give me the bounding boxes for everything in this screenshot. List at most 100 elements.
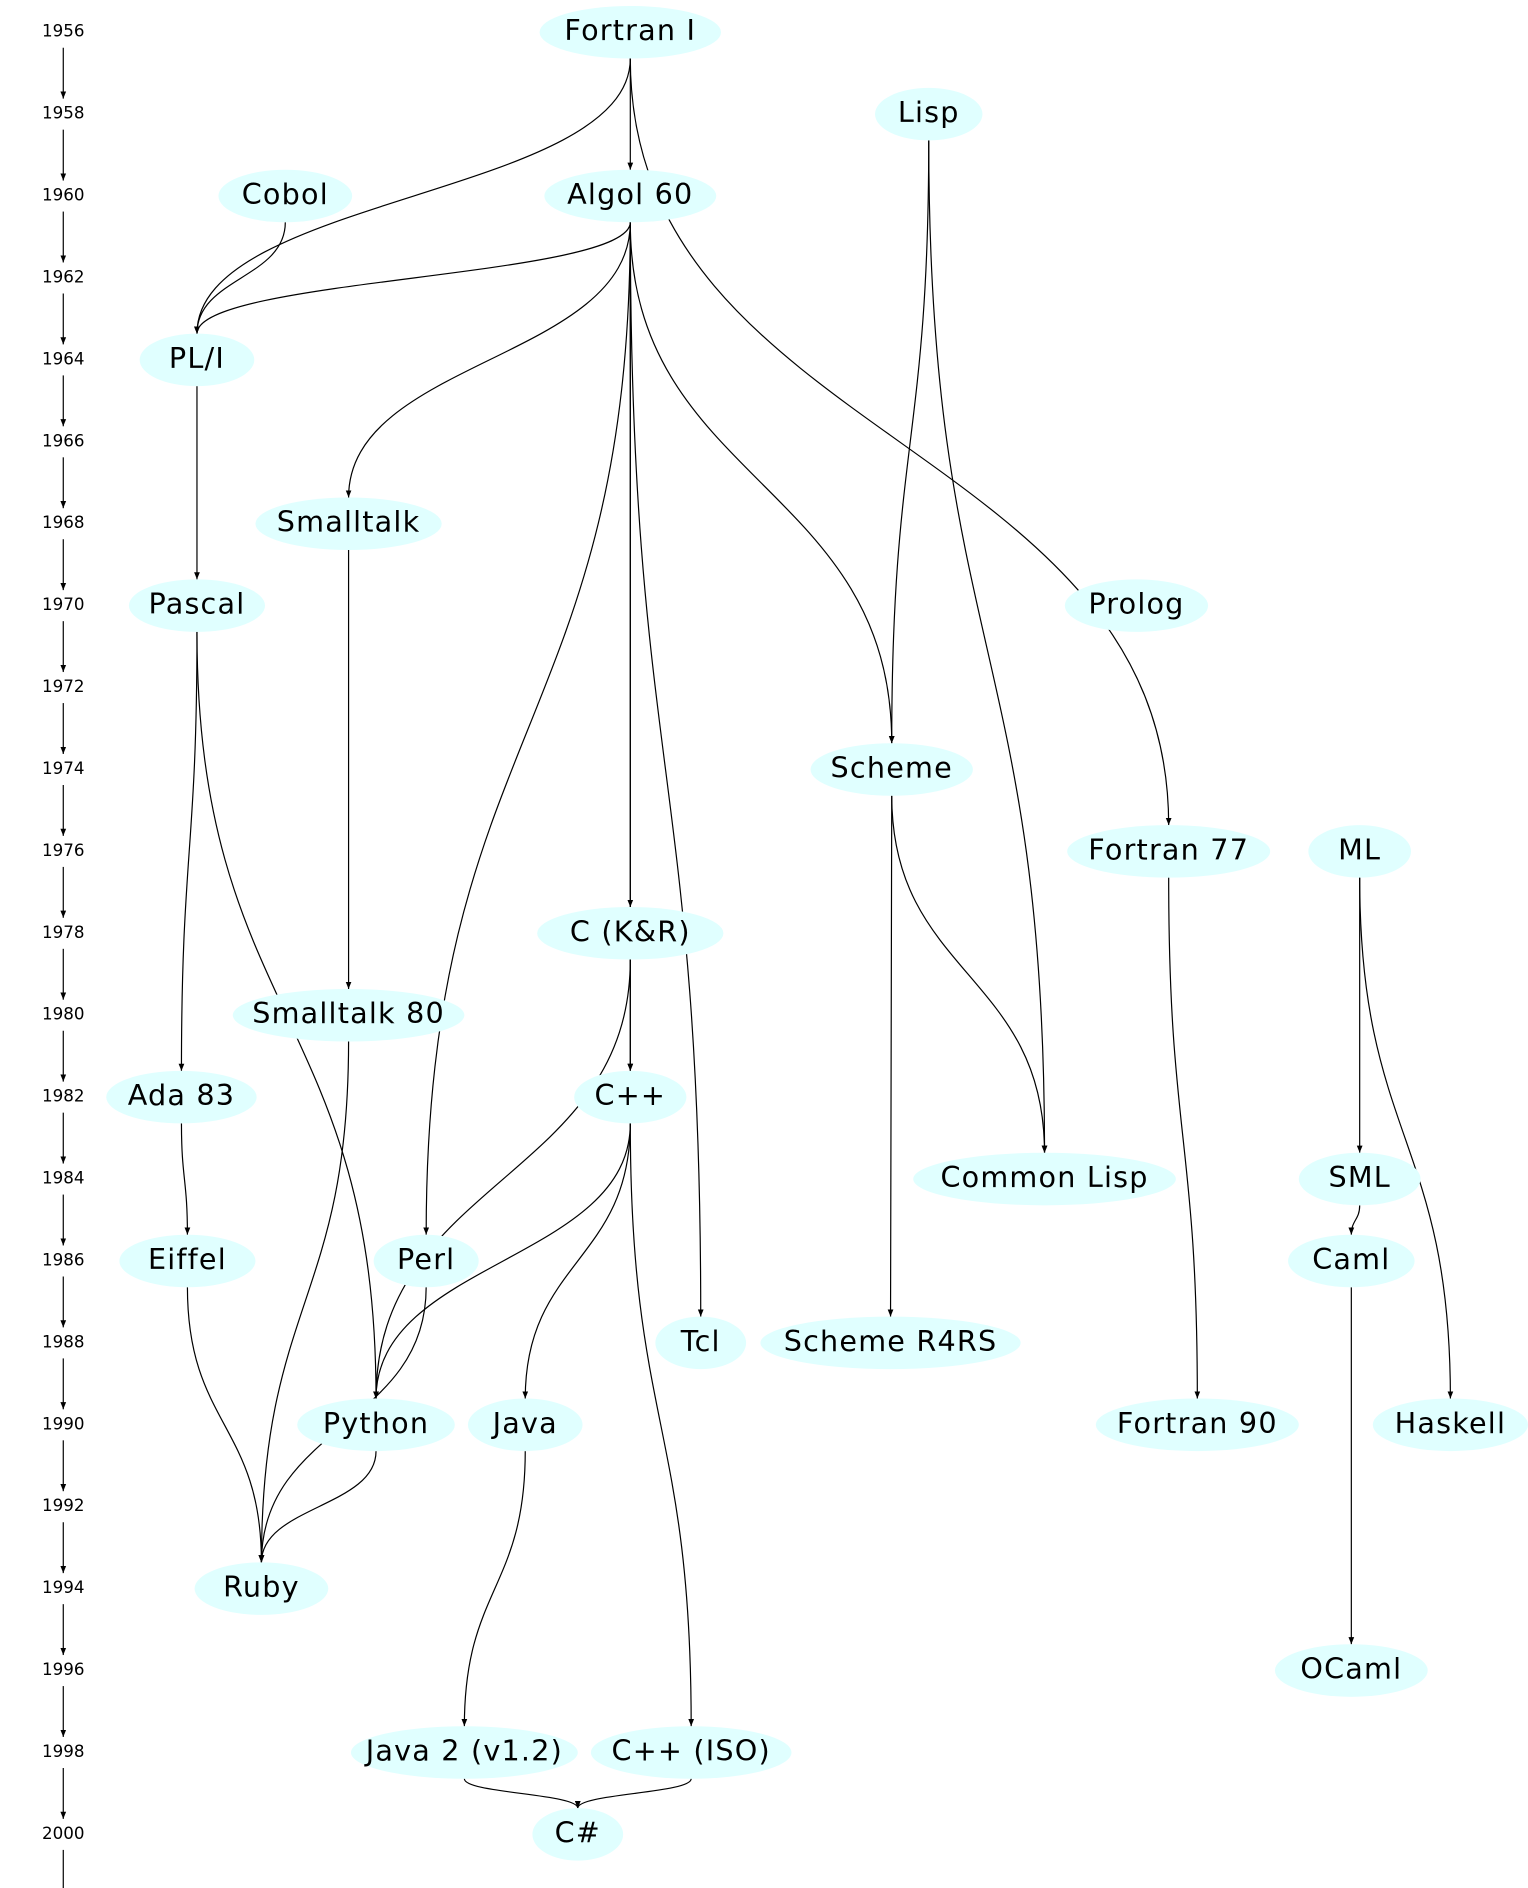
edge	[194, 58, 631, 334]
node-group: Eiffel	[119, 1234, 256, 1288]
node-label: Java 2 (v1.2)	[364, 1733, 563, 1767]
edge	[258, 1041, 350, 1563]
node-label: Haskell	[1395, 1406, 1506, 1440]
node-label: Python	[323, 1406, 429, 1440]
node-label: Fortran 77	[1088, 832, 1249, 866]
node	[913, 1152, 1176, 1206]
year-label: 1978	[42, 922, 85, 942]
node	[255, 497, 442, 550]
edge	[629, 1123, 695, 1727]
node	[218, 169, 353, 223]
year-label: 1998	[42, 1741, 85, 1761]
node	[232, 988, 465, 1042]
node-label: C#	[555, 1815, 601, 1849]
edge	[345, 222, 631, 498]
year-label: 1994	[42, 1577, 85, 1597]
node	[539, 5, 722, 59]
node-label: Scheme	[831, 750, 953, 784]
node	[655, 1316, 747, 1370]
node-group: Fortran 90	[1095, 1398, 1299, 1452]
node	[1372, 1398, 1528, 1452]
year-label: 1996	[42, 1659, 85, 1679]
node	[590, 1726, 792, 1779]
node-group: Java	[467, 1398, 583, 1452]
year-label: 1964	[42, 348, 85, 368]
node-group: Prolog	[1064, 579, 1209, 632]
node-group: C++	[574, 1070, 687, 1124]
node-group: Cobol	[218, 169, 353, 223]
node	[139, 333, 255, 387]
node-label: OCaml	[1300, 1652, 1402, 1686]
node-group: Fortran 77	[1067, 825, 1271, 878]
year-label: 1966	[42, 430, 85, 450]
node	[1095, 1398, 1299, 1452]
node-label: Smalltalk	[277, 505, 421, 539]
edge	[463, 1778, 581, 1809]
node-group: Tcl	[655, 1316, 747, 1370]
edge	[574, 1778, 692, 1809]
node	[1067, 825, 1271, 878]
edge	[373, 1123, 631, 1399]
node-label: Tcl	[680, 1324, 721, 1358]
edge	[888, 140, 930, 744]
edge	[373, 959, 631, 1399]
node-label: ML	[1338, 832, 1381, 866]
year-label: 1968	[42, 512, 85, 532]
node-group: ML	[1308, 825, 1412, 878]
node-group: Haskell	[1372, 1398, 1528, 1452]
node	[1274, 1644, 1428, 1697]
edge	[423, 222, 631, 1235]
year-label: 1986	[42, 1249, 85, 1269]
year-label: 1960	[42, 185, 85, 205]
node-group: Ruby	[194, 1562, 329, 1615]
node	[875, 87, 983, 141]
node	[106, 1070, 257, 1124]
edge	[1359, 877, 1454, 1399]
node	[1064, 579, 1209, 632]
year-label: 1974	[42, 758, 85, 778]
year-label: 1956	[42, 21, 85, 41]
node-label: Caml	[1312, 1242, 1390, 1276]
node	[297, 1398, 455, 1452]
node-label: Eiffel	[148, 1242, 227, 1276]
node	[128, 579, 266, 632]
edge	[629, 58, 1172, 826]
node-group: C++ (ISO)	[590, 1726, 792, 1779]
node-label: Perl	[397, 1242, 455, 1276]
node	[350, 1726, 578, 1779]
node	[467, 1398, 583, 1452]
node-label: Pascal	[149, 587, 246, 621]
edge	[194, 222, 631, 334]
year-label: 1992	[42, 1495, 85, 1515]
nodes: Fortran I Lisp Cobol Algol 60 PL/I Smalltalk P…	[106, 5, 1528, 1861]
node-group: Python	[297, 1398, 455, 1452]
node	[119, 1234, 256, 1288]
node	[1298, 1152, 1421, 1206]
node-label: Fortran 90	[1117, 1406, 1278, 1440]
node-group: Algol 60	[544, 169, 717, 223]
node-label: PL/I	[169, 341, 225, 375]
edge	[522, 1123, 631, 1399]
node-group: Java 2 (v1.2)	[350, 1726, 578, 1779]
node-label: Ruby	[223, 1570, 300, 1604]
edge	[258, 1451, 377, 1563]
edge	[629, 222, 704, 1317]
node-label: Cobol	[242, 177, 329, 211]
year-label: 1982	[42, 1086, 85, 1106]
node-group: Caml	[1288, 1234, 1415, 1288]
node-label: Common Lisp	[940, 1160, 1148, 1194]
node-label: Scheme R4RS	[784, 1324, 998, 1358]
node-group: C (K&R)	[537, 907, 724, 960]
timeline: 1956 1958 1960 1962 1964 1966 1968 1970 1972 1974…	[42, 21, 85, 1888]
year-label: 1958	[42, 103, 85, 123]
node	[810, 743, 973, 796]
node	[1288, 1234, 1415, 1288]
node-group: SML	[1298, 1152, 1421, 1206]
node-label: C++	[595, 1078, 667, 1112]
node-label: Smalltalk 80	[252, 996, 445, 1030]
edge	[891, 795, 1048, 1153]
year-label: 1984	[42, 1168, 85, 1188]
year-label: 1988	[42, 1331, 85, 1351]
